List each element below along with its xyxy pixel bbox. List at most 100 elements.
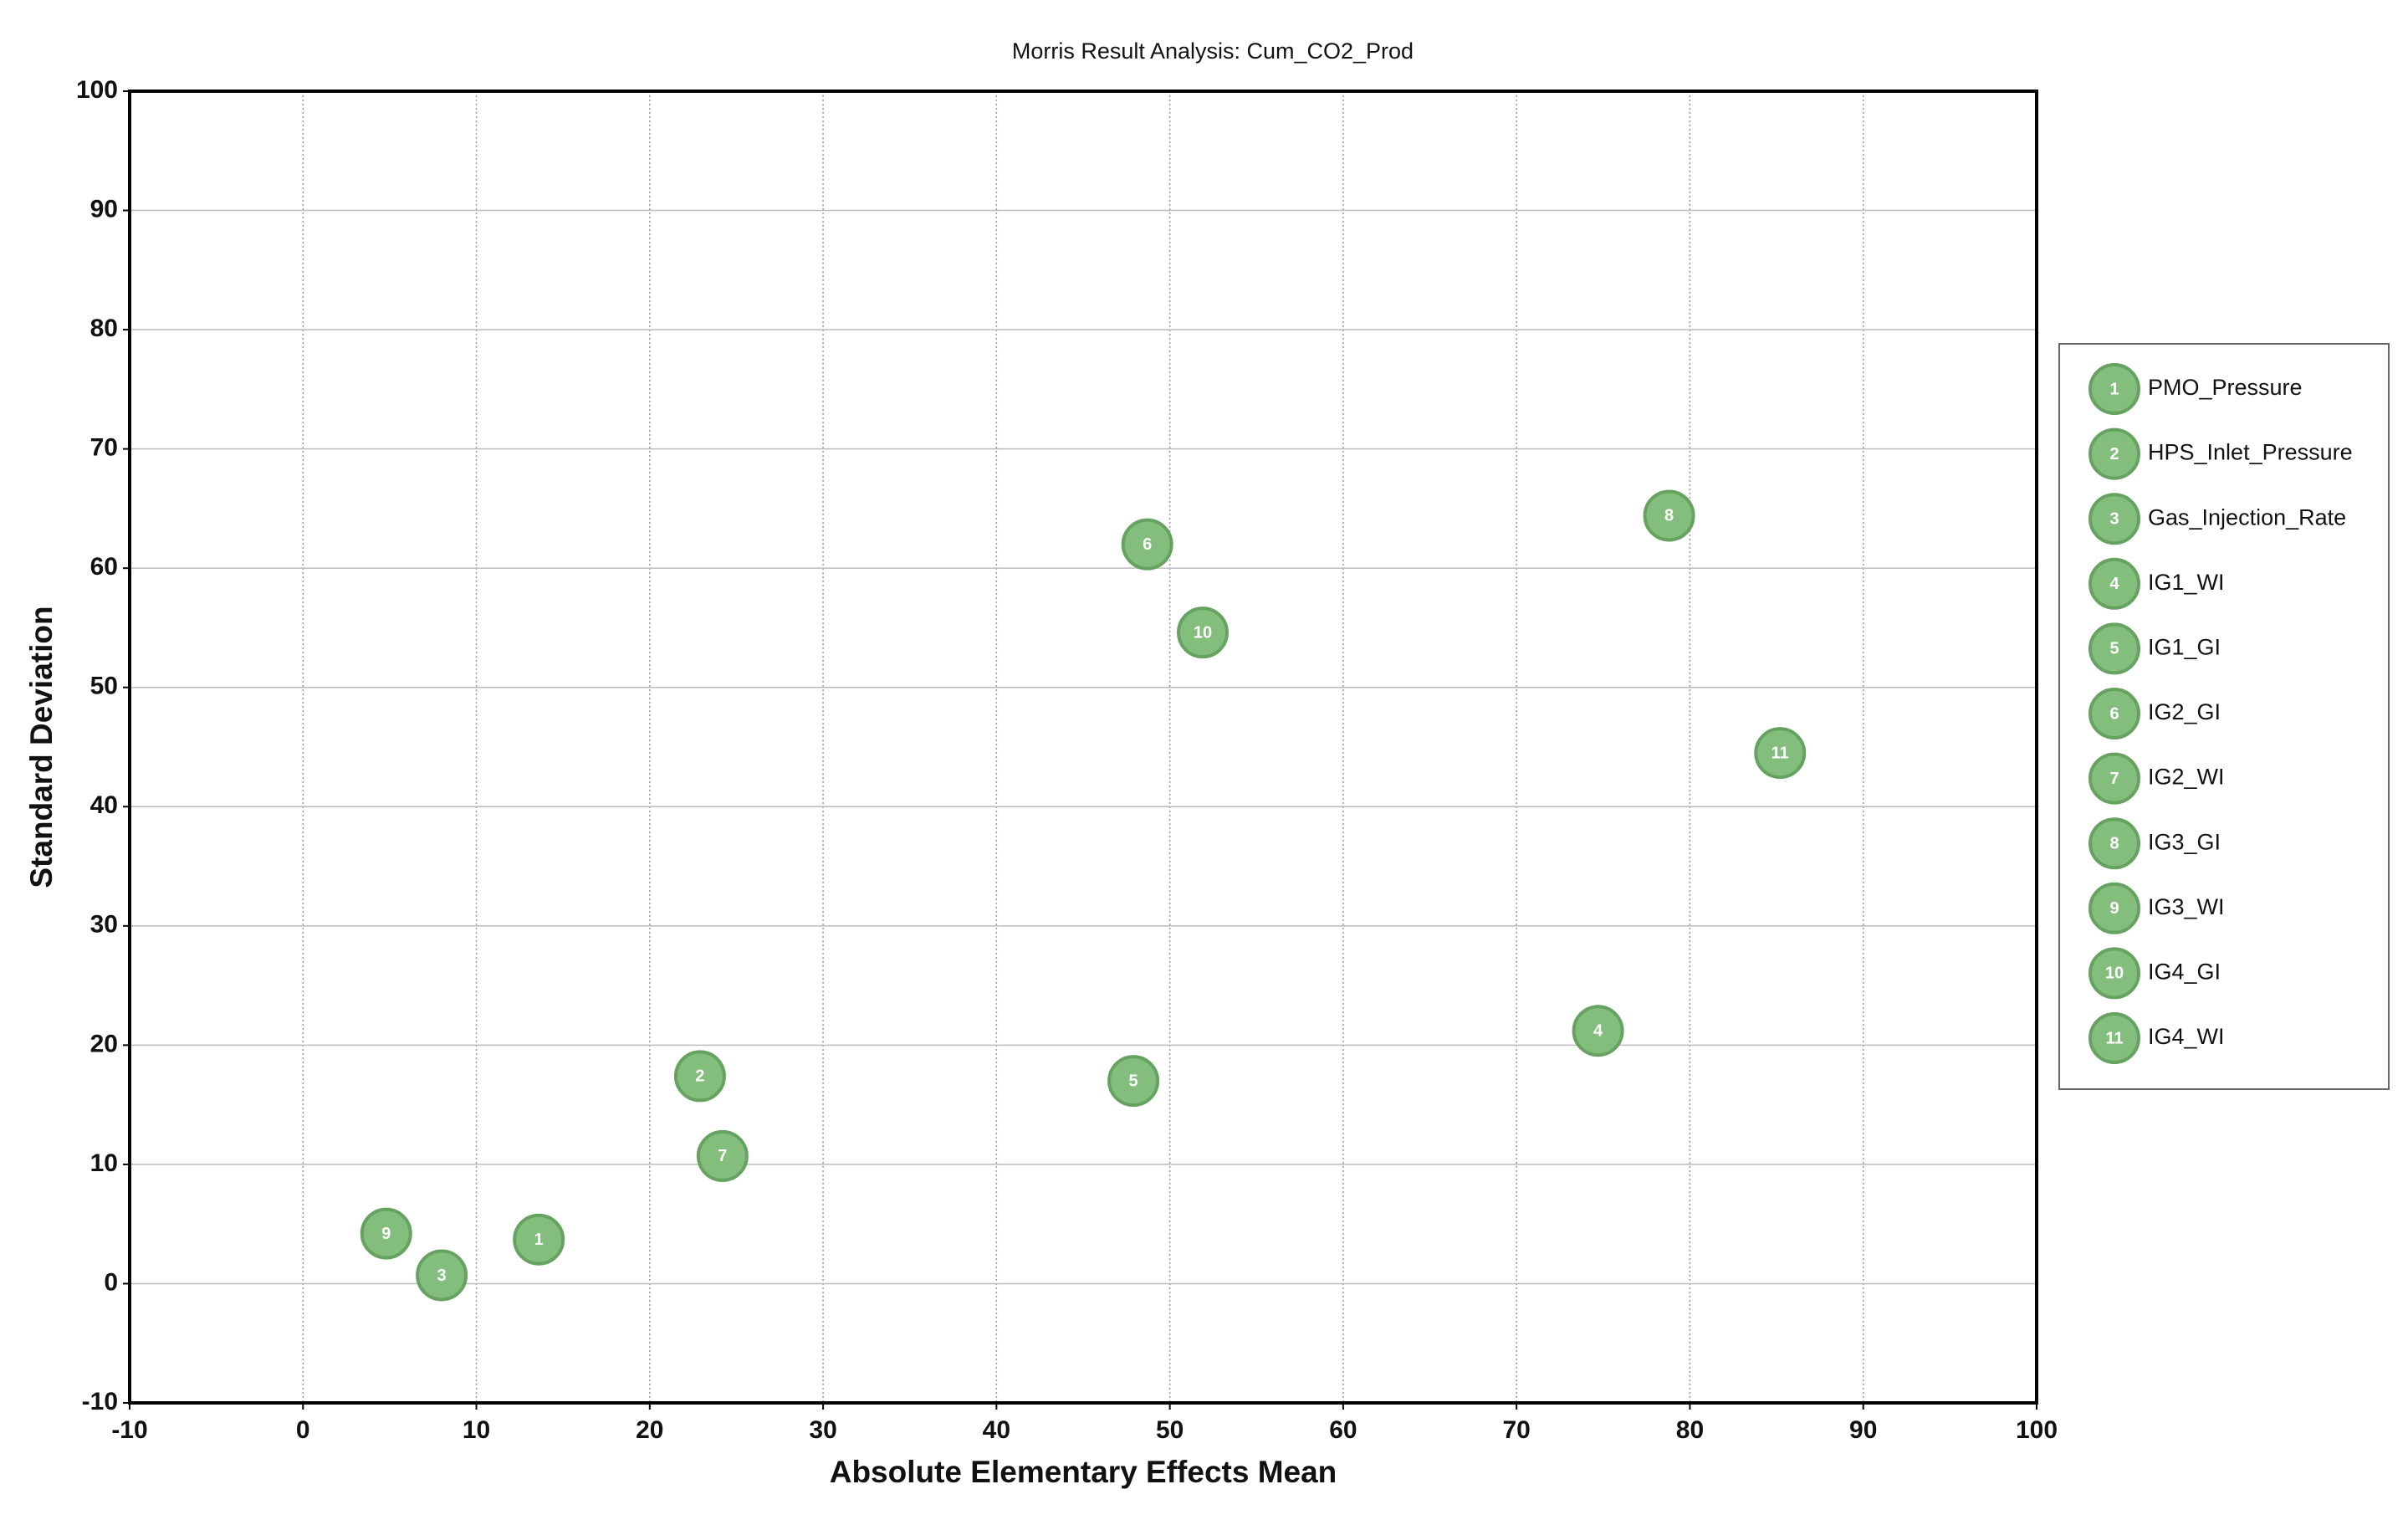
marker-ring bbox=[1107, 1055, 1160, 1108]
y-tick-label: 30 bbox=[90, 911, 118, 939]
marker-ring bbox=[2088, 688, 2140, 740]
x-tick-label: 10 bbox=[463, 1416, 490, 1444]
marker-ring bbox=[360, 1207, 412, 1260]
legend-label: IG2_WI bbox=[2148, 765, 2225, 790]
x-tick-label: 40 bbox=[983, 1416, 1010, 1444]
legend-entry: 4 IG1_WI bbox=[2088, 557, 2225, 610]
point: 6 bbox=[1121, 518, 1173, 571]
marker-label: 11 bbox=[1771, 744, 1789, 762]
marker-ring bbox=[2088, 557, 2140, 610]
y-axis-label: Standard Deviation bbox=[24, 606, 59, 888]
point: 4 bbox=[1572, 1005, 1624, 1057]
marker-ring bbox=[2088, 947, 2140, 1000]
y-tick-label: 70 bbox=[90, 434, 118, 462]
marker-label: 6 bbox=[2109, 704, 2119, 723]
marker-ring bbox=[2088, 882, 2140, 934]
marker-ring bbox=[1177, 606, 1230, 659]
x-tick-label: 30 bbox=[809, 1416, 836, 1444]
marker-label: 4 bbox=[2109, 575, 2119, 593]
legend-label: IG3_WI bbox=[2148, 894, 2225, 919]
x-tick-label: 80 bbox=[1676, 1416, 1704, 1444]
legend-entry: 9 IG3_WI bbox=[2088, 882, 2225, 934]
legend-entry: 3 Gas_Injection_Rate bbox=[2088, 493, 2346, 545]
x-tick-label: 90 bbox=[1849, 1416, 1877, 1444]
marker-label: 11 bbox=[2105, 1029, 2123, 1047]
y-tick-label: 0 bbox=[104, 1268, 118, 1296]
x-tick-label: 60 bbox=[1329, 1416, 1357, 1444]
marker-ring bbox=[2088, 817, 2140, 870]
point: 7 bbox=[696, 1129, 749, 1182]
point: 11 bbox=[1754, 727, 1807, 780]
marker-ring bbox=[1643, 489, 1695, 542]
y-tick-label: 20 bbox=[90, 1030, 118, 1057]
legend-entry: 10 IG4_GI bbox=[2088, 947, 2221, 1000]
marker-label: 1 bbox=[2109, 380, 2119, 398]
x-tick-label: 70 bbox=[1502, 1416, 1530, 1444]
x-tick-label: -10 bbox=[111, 1416, 147, 1444]
legend-entry: 11 IG4_WI bbox=[2088, 1012, 2225, 1064]
y-tick-label: -10 bbox=[82, 1388, 118, 1415]
point: 8 bbox=[1643, 489, 1695, 542]
legend-label: IG4_WI bbox=[2148, 1024, 2225, 1049]
legend-label: IG3_GI bbox=[2148, 829, 2221, 854]
y-tick-label: 10 bbox=[90, 1149, 118, 1177]
y-tick-label: 100 bbox=[76, 76, 118, 104]
legend-label: IG1_GI bbox=[2148, 635, 2221, 660]
marker-label: 1 bbox=[534, 1231, 544, 1249]
point: 2 bbox=[673, 1050, 726, 1103]
x-tick-label: 20 bbox=[636, 1416, 663, 1444]
marker-ring bbox=[416, 1249, 468, 1302]
marker-label: 8 bbox=[2109, 834, 2119, 852]
x-axis-label: Absolute Elementary Effects Mean bbox=[830, 1455, 1337, 1489]
legend-label: IG2_GI bbox=[2148, 699, 2221, 724]
marker-label: 10 bbox=[1194, 623, 1212, 642]
marker-label: 5 bbox=[2109, 640, 2119, 658]
point: 9 bbox=[360, 1207, 412, 1260]
legend-entry: 8 IG3_GI bbox=[2088, 817, 2221, 870]
y-tick-label: 60 bbox=[90, 553, 118, 581]
point: 1 bbox=[513, 1213, 565, 1266]
marker-ring bbox=[673, 1050, 726, 1103]
legend-label: HPS_Inlet_Pressure bbox=[2148, 440, 2353, 465]
marker-ring bbox=[2088, 427, 2140, 480]
marker-ring bbox=[2088, 493, 2140, 545]
point: 3 bbox=[416, 1249, 468, 1302]
marker-ring bbox=[1572, 1005, 1624, 1057]
x-tick-label: 50 bbox=[1156, 1416, 1184, 1444]
marker-label: 9 bbox=[2109, 899, 2119, 918]
point: 10 bbox=[1177, 606, 1230, 659]
marker-label: 7 bbox=[2109, 770, 2119, 788]
legend-label: IG1_WI bbox=[2148, 570, 2225, 595]
marker-label: 8 bbox=[1664, 507, 1674, 525]
marker-label: 7 bbox=[718, 1147, 727, 1165]
marker-label: 4 bbox=[1593, 1022, 1603, 1041]
marker-ring bbox=[1121, 518, 1173, 571]
legend-label: Gas_Injection_Rate bbox=[2148, 504, 2346, 530]
marker-ring bbox=[2088, 752, 2140, 805]
marker-ring bbox=[2088, 622, 2140, 675]
y-tick-label: 80 bbox=[90, 315, 118, 342]
y-tick-label: 40 bbox=[90, 791, 118, 819]
plot-frame bbox=[128, 90, 2038, 1405]
legend-label: IG4_GI bbox=[2148, 960, 2221, 985]
y-tick-label: 50 bbox=[90, 673, 118, 700]
legend-label: PMO_Pressure bbox=[2148, 375, 2303, 400]
marker-label: 5 bbox=[1129, 1072, 1138, 1090]
marker-label: 6 bbox=[1143, 535, 1152, 554]
legend-entry: 5 IG1_GI bbox=[2088, 622, 2221, 675]
point: 5 bbox=[1107, 1055, 1160, 1108]
legend-entry: 2 HPS_Inlet_Pressure bbox=[2088, 427, 2353, 480]
x-tick-label: 0 bbox=[296, 1416, 310, 1444]
y-tick-label: 90 bbox=[90, 195, 118, 223]
marker-ring bbox=[513, 1213, 565, 1266]
marker-ring bbox=[696, 1129, 749, 1182]
legend-entry: 1 PMO_Pressure bbox=[2088, 363, 2303, 415]
marker-ring bbox=[1754, 727, 1807, 780]
marker-label: 2 bbox=[2109, 445, 2119, 463]
marker-label: 3 bbox=[2109, 509, 2119, 528]
legend-entry: 7 IG2_WI bbox=[2088, 752, 2225, 805]
marker-label: 10 bbox=[2105, 965, 2124, 983]
x-tick-label: 100 bbox=[2016, 1416, 2058, 1444]
marker-label: 9 bbox=[381, 1225, 391, 1243]
